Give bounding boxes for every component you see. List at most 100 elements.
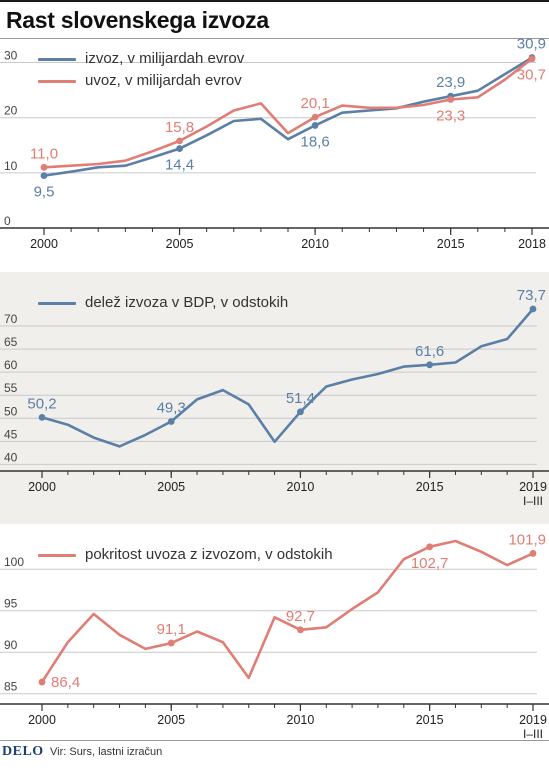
x-tick-label: 2005	[157, 480, 185, 494]
data-point-marker	[529, 305, 537, 313]
coverage-chart-panel: 85 90 95 100 2000 2005 2010 2015 2019 I–III 86,4 91…	[0, 524, 549, 741]
y-tick-label: 50	[4, 404, 18, 418]
data-label: 23,3	[436, 107, 465, 124]
legend-label-import: uvoz, v milijardah evrov	[85, 72, 242, 89]
data-label: 92,7	[286, 608, 315, 625]
data-label: 86,4	[51, 674, 80, 691]
series-line	[40, 307, 535, 448]
data-label: 9,5	[34, 184, 55, 201]
data-label: 20,1	[301, 95, 330, 112]
x-tick-sublabel: I–III	[523, 494, 543, 508]
x-tick-label: 2005	[166, 237, 194, 251]
x-tick-label: 2019	[519, 713, 547, 727]
top-rule	[0, 0, 549, 2]
y-tick-label: 45	[4, 427, 18, 441]
legend-item-coverage: pokritost uvoza z izvozom, v odstokih	[38, 544, 333, 566]
footer: DELO Vir: Surs, lastni izračun	[0, 740, 549, 768]
x-tick-sublabel: I–III	[523, 727, 543, 741]
x-tick-label: 2019	[519, 480, 547, 494]
legend-label-gdp-share: delež izvoza v BDP, v odstokih	[85, 294, 289, 311]
data-label: 30,9	[517, 36, 546, 53]
legend-label-export: izvoz, v milijardah evrov	[85, 50, 245, 67]
data-label: 30,7	[517, 67, 546, 84]
data-point-marker	[311, 113, 319, 121]
x-tick-label: 2015	[437, 237, 465, 251]
data-label: 18,6	[301, 133, 330, 150]
footer-rule	[0, 740, 549, 741]
title-rule	[0, 38, 549, 39]
legend-label-coverage: pokritost uvoza z izvozom, v odstokih	[85, 546, 333, 563]
data-point-marker	[40, 163, 48, 171]
x-tick-label: 2010	[287, 713, 315, 727]
source-note: Vir: Surs, lastni izračun	[50, 746, 163, 758]
x-tick-label: 2015	[416, 713, 444, 727]
data-point-marker	[167, 639, 175, 647]
data-label: 50,2	[27, 395, 56, 412]
data-point-marker	[297, 408, 304, 416]
legend-swatch-red	[38, 553, 76, 557]
x-tick-label: 2015	[416, 480, 444, 494]
x-tick-label: 2010	[287, 480, 315, 494]
x-tick-label: 2000	[28, 713, 56, 727]
data-point-marker	[40, 172, 48, 180]
y-tick-label: 55	[4, 381, 18, 395]
data-label: 23,9	[436, 74, 465, 91]
data-point-marker	[38, 413, 46, 421]
data-point-marker	[528, 55, 536, 63]
coverage-legend: pokritost uvoza z izvozom, v odstokih	[38, 544, 333, 566]
data-point-marker	[38, 678, 46, 686]
data-label: 11,0	[30, 145, 58, 162]
data-point-marker	[176, 145, 183, 152]
y-tick-label: 60	[4, 358, 18, 372]
legend-swatch-blue	[38, 301, 76, 305]
gdp-share-chart-panel: 40 45 50 55 60 65 70 2000 2005 2010 2015 2019 I–III 5…	[0, 272, 549, 524]
legend-item-export: izvoz, v milijardah evrov	[38, 48, 244, 70]
data-point-marker	[297, 626, 304, 634]
publisher-logo: DELO	[2, 744, 44, 759]
gdp-share-legend: delež izvoza v BDP, v odstokih	[38, 292, 288, 314]
data-point-marker	[447, 96, 455, 103]
x-tick-label: 2010	[301, 237, 329, 251]
x-tick-label: 2000	[30, 237, 58, 251]
data-point-marker	[176, 137, 183, 145]
y-tick-label: 100	[4, 555, 24, 569]
y-tick-label: 70	[4, 312, 18, 326]
data-label: 15,8	[165, 119, 194, 136]
data-label: 61,6	[415, 343, 444, 360]
x-tick-label: 2005	[157, 713, 185, 727]
legend-swatch-red	[38, 79, 76, 83]
data-label: 101,9	[508, 531, 546, 548]
y-tick-label: 30	[4, 49, 18, 63]
legend-swatch-blue	[38, 57, 76, 61]
page-title: Rast slovenskega izvoza	[6, 7, 269, 33]
legend-item-gdp-share: delež izvoza v BDP, v odstokih	[38, 292, 288, 314]
data-label: 14,4	[165, 157, 194, 174]
data-point-marker	[529, 550, 537, 557]
data-point-marker	[167, 418, 175, 425]
y-tick-label: 10	[4, 159, 18, 173]
data-label: 73,7	[517, 287, 546, 304]
data-label: 51,4	[286, 390, 315, 407]
legend-item-import: uvoz, v milijardah evrov	[38, 70, 244, 92]
y-tick-label: 90	[4, 638, 18, 652]
x-tick-label: 2000	[28, 480, 56, 494]
y-tick-label: 85	[4, 680, 18, 694]
x-tick-label: 2018	[518, 237, 546, 251]
trade-legend: izvoz, v milijardah evrov uvoz, v milija…	[38, 48, 244, 92]
series-line	[40, 539, 535, 684]
trade-line-chart: 0 10 20 30 2000 2005 2010 2015 2018 9,5 14,4 18,6 23…	[0, 36, 549, 251]
data-point-marker	[426, 543, 434, 551]
y-tick-label: 0	[4, 214, 11, 228]
data-label: 91,1	[157, 621, 186, 638]
data-label: 49,3	[157, 400, 186, 417]
y-tick-label: 40	[4, 450, 18, 464]
y-tick-label: 20	[4, 104, 18, 118]
data-label: 102,7	[411, 555, 449, 572]
trade-chart-panel: 0 10 20 30 2000 2005 2010 2015 2018 9,5 14,4 18,6 23…	[0, 36, 549, 270]
data-point-marker	[311, 122, 319, 129]
y-tick-label: 95	[4, 597, 18, 611]
y-tick-label: 65	[4, 335, 18, 349]
data-point-marker	[426, 361, 434, 369]
